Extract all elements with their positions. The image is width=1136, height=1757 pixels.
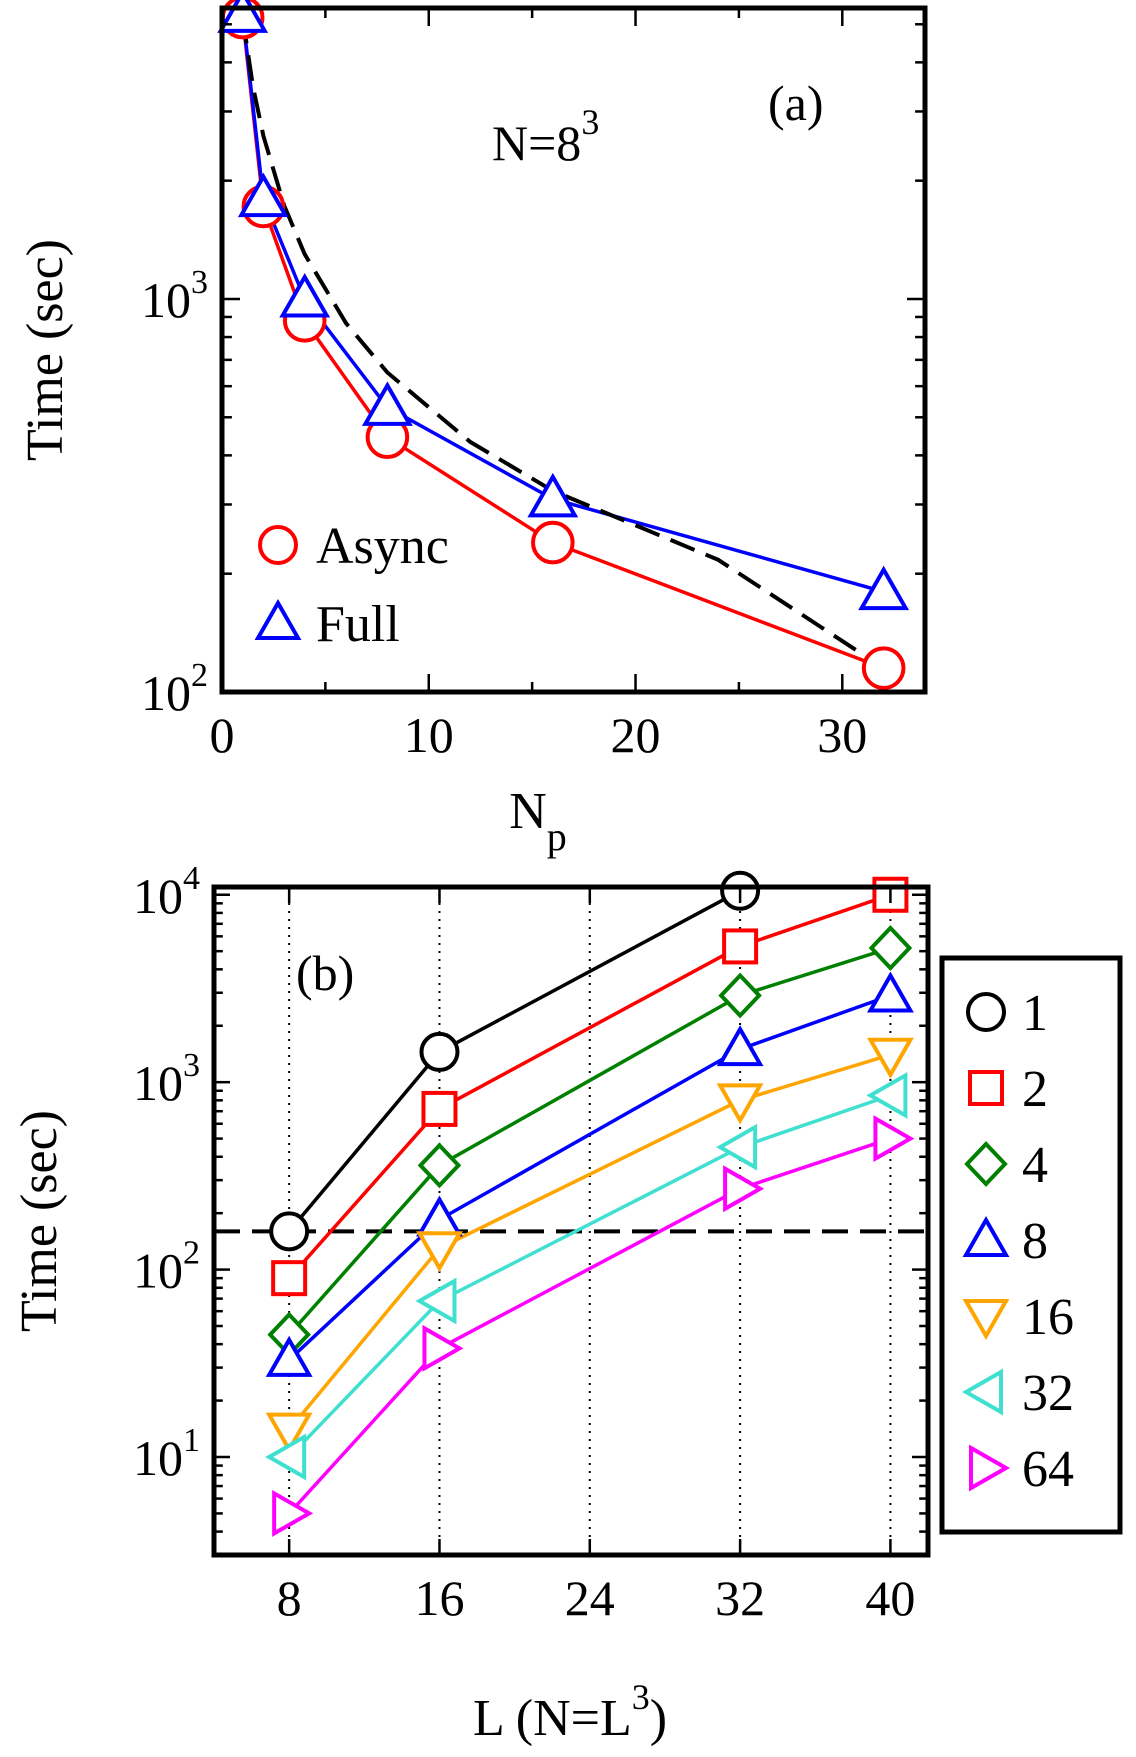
panel-b-legend-marker-32: [961, 1368, 1003, 1416]
panel-a-x-tick-label: 10: [404, 707, 454, 763]
panel-a-point-Full: [237, 172, 289, 218]
panel-b-point-8: [416, 1195, 463, 1237]
panel-b-point-64: [272, 1489, 314, 1537]
panel-a-legend-marker-Async: [258, 525, 298, 565]
panel-b-series-line-32: [287, 1093, 891, 1459]
panel-b-point-16: [416, 1231, 463, 1273]
panel-b-legend-label: 4: [1022, 1137, 1048, 1194]
panel-a-point-Full: [279, 272, 331, 318]
panel-b-x-tick-label: 8: [277, 1570, 302, 1626]
panel-b-point-16: [716, 1083, 764, 1125]
panel-b-legend-marker-16: [962, 1299, 1010, 1341]
panel-b-axes-frame: [211, 884, 931, 1558]
panel-a-legend: Async Full: [254, 518, 449, 653]
panel-a-y-axis-label: Time (sec): [17, 239, 74, 461]
panel-b-point-32: [265, 1433, 307, 1481]
panel-b-point-8: [716, 1025, 764, 1067]
panel-b-y-tick-label: 103: [133, 1047, 200, 1111]
panel-b-point-4: [718, 972, 762, 1019]
panel-b-legend-label: 32: [1022, 1365, 1074, 1422]
panel-b-x-tick-label: 32: [715, 1570, 765, 1626]
panel-a-point-Async: [531, 520, 575, 565]
panel-a-x-tick-label: 0: [210, 707, 235, 763]
panel-b-point-8: [866, 971, 914, 1013]
panel-b-x-axis-label: L (N=L3): [473, 1677, 667, 1747]
panel-b-point-64: [422, 1324, 464, 1372]
panel-b-series-line-4: [287, 946, 891, 1336]
panel-b-label: (b): [296, 945, 354, 1001]
panel-a-x-tick-label: 30: [817, 707, 867, 763]
panel-b-point-64: [723, 1165, 765, 1213]
panel-b-x-tick-label: 40: [865, 1570, 915, 1626]
panel-b-point-1: [269, 1211, 310, 1252]
panel-a-point-Full: [858, 565, 910, 611]
panel-a-label: (a): [768, 75, 824, 131]
panel-a-annotation: N=83: [492, 102, 599, 171]
panel-b-point-4: [417, 1142, 462, 1189]
panel-b-point-8: [265, 1335, 313, 1377]
panel-b-point-4: [868, 925, 913, 971]
panel-b-legend-marker-8: [962, 1215, 1010, 1257]
panel-b-legend-label: 8: [1022, 1213, 1048, 1270]
panel-b-point-32: [866, 1071, 908, 1119]
panel-a-x-axis-label: Np: [509, 783, 567, 859]
panel-a-series-line-fit: [240, 17, 885, 670]
panel-b-y-axis-label: Time (sec): [11, 1110, 68, 1332]
panel-b-point-16: [866, 1037, 914, 1079]
panel-b-series-line-2: [287, 893, 891, 1280]
panel-b-y-tick-label: 104: [133, 860, 200, 924]
panel-b-series-line-16: [287, 1053, 891, 1431]
panel-a-point-Full: [527, 472, 579, 518]
panel-b-legend-label: 1: [1022, 985, 1048, 1042]
panel-b-point-32: [716, 1123, 758, 1171]
panel-b-x-tick-label: 16: [414, 1570, 464, 1626]
panel-b-y-tick-label: 101: [133, 1422, 200, 1486]
panel-b-legend: 1 2 4 8 16 32 64: [939, 955, 1123, 1535]
panel-a-y-tick-label: 102: [141, 657, 208, 721]
panel-b-point-16: [265, 1412, 313, 1454]
panel-a-axes-frame: [219, 5, 928, 695]
panel-a-legend-marker-Full: [254, 598, 302, 640]
panel-b-point-1: [419, 1031, 460, 1072]
panel-b-legend-marker-1: [966, 992, 1006, 1032]
panel-b-series-line-64: [287, 1136, 891, 1515]
panel-b-legend-marker-4: [964, 1141, 1008, 1187]
panel-a-point-Async: [861, 646, 906, 690]
panel-b-series-line-8: [288, 993, 891, 1362]
panel-b-legend-marker-2: [968, 1070, 1004, 1106]
panel-b-legend-label: 16: [1022, 1289, 1074, 1346]
panel-b-legend-label: 2: [1022, 1061, 1048, 1118]
panel-b-point-32: [415, 1277, 457, 1325]
panel-b-point-2: [421, 1090, 458, 1127]
panel-b-x-tick-label: 24: [565, 1570, 615, 1626]
panel-b-legend-marker-64: [969, 1444, 1011, 1492]
panel-a: 0 10 20 30 102 103 (a) N=83 Async Full Np Time…: [17, 0, 928, 859]
panel-b-point-64: [873, 1115, 915, 1163]
panel-b-point-2: [271, 1260, 308, 1297]
panel-b-y-tick-label: 102: [133, 1235, 200, 1299]
panel-a-legend-label: Async: [316, 518, 449, 575]
panel-a-x-tick-label: 20: [611, 707, 661, 763]
panel-a-y-tick-label: 103: [141, 264, 208, 328]
panel-a-legend-label: Full: [316, 596, 400, 653]
panel-b-point-2: [722, 928, 759, 965]
panel-b-legend-label: 64: [1022, 1441, 1074, 1498]
panel-a-point-Full: [361, 381, 413, 426]
